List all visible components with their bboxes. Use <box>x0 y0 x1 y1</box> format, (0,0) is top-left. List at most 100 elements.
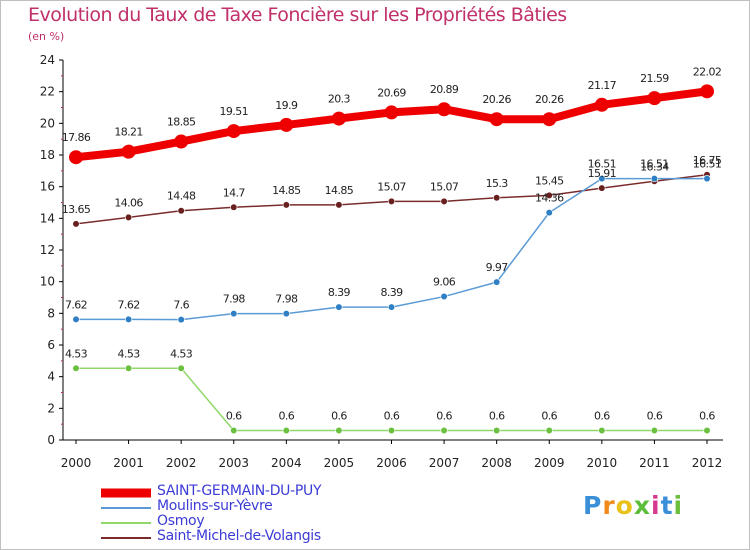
data-point <box>335 426 343 435</box>
data-point <box>230 203 238 211</box>
data-label: 0.6 <box>699 410 715 423</box>
data-point <box>121 144 136 159</box>
legend-swatch <box>101 521 151 524</box>
x-tick-label: 2002 <box>166 456 197 470</box>
data-point <box>493 278 501 286</box>
logo-letter: i <box>673 491 684 520</box>
x-tick-label: 2011 <box>639 456 670 470</box>
y-tick-label: 14 <box>40 211 55 225</box>
data-point <box>703 426 711 435</box>
data-point <box>226 124 241 139</box>
data-point <box>545 191 553 199</box>
data-label: 15.91 <box>588 167 617 180</box>
data-label: 18.85 <box>167 116 196 129</box>
y-tick-label: 0 <box>47 433 55 447</box>
data-point <box>331 111 346 126</box>
data-point <box>594 97 609 112</box>
data-point <box>72 364 80 372</box>
x-tick-label: 2010 <box>587 456 618 470</box>
data-label: 4.53 <box>170 347 193 360</box>
data-point <box>598 184 606 192</box>
legend-swatch <box>101 506 151 509</box>
legend-label: Saint-Michel-de-Volangis <box>157 528 321 544</box>
data-point <box>282 201 290 209</box>
legend-item: Osmoy <box>101 513 461 530</box>
x-tick-label: 2009 <box>534 456 565 470</box>
data-point <box>72 220 80 228</box>
data-label: 4.53 <box>118 347 141 360</box>
data-point <box>650 174 659 183</box>
data-point <box>437 102 452 117</box>
data-point <box>440 292 448 301</box>
y-tick-label: 24 <box>40 53 55 67</box>
data-label: 7.62 <box>65 298 87 311</box>
data-label: 20.26 <box>482 93 511 106</box>
data-label: 8.39 <box>380 286 403 299</box>
data-label: 7.62 <box>118 298 140 311</box>
logo-letter: r <box>602 491 616 520</box>
data-label: 14.36 <box>535 192 564 205</box>
x-tick-label: 2003 <box>218 456 249 470</box>
data-point <box>230 310 238 318</box>
data-point <box>440 197 448 205</box>
data-point <box>387 197 396 205</box>
data-label: 15.45 <box>535 174 564 187</box>
x-tick-label: 2007 <box>429 456 460 470</box>
data-label: 8.39 <box>328 286 351 299</box>
data-label: 21.59 <box>640 72 669 85</box>
data-label: 14.85 <box>325 184 354 197</box>
y-tick-label: 16 <box>40 180 55 194</box>
data-label: 0.6 <box>384 410 400 423</box>
y-tick-label: 4 <box>47 370 55 384</box>
logo-letter: x <box>633 491 651 520</box>
data-point <box>493 426 501 435</box>
y-tick-label: 8 <box>47 306 55 320</box>
data-point <box>72 315 80 323</box>
y-tick-label: 20 <box>40 116 55 130</box>
data-label: 15.07 <box>377 180 406 193</box>
data-point <box>177 207 185 215</box>
legend-item: Moulins-sur-Yèvre <box>101 498 461 515</box>
data-point <box>598 174 606 183</box>
data-label: 13.65 <box>62 203 91 216</box>
proxiti-logo: Proxiti <box>583 491 683 520</box>
y-tick-label: 22 <box>40 85 55 99</box>
data-point <box>440 426 448 435</box>
data-point <box>177 316 185 324</box>
data-point <box>545 426 553 435</box>
data-point <box>542 112 557 127</box>
data-label: 14.48 <box>167 190 196 203</box>
data-label: 16.34 <box>640 160 669 173</box>
data-point <box>279 117 294 132</box>
data-label: 20.3 <box>328 93 351 106</box>
data-label: 4.53 <box>65 347 88 360</box>
data-label: 7.98 <box>275 293 298 306</box>
x-tick-label: 2000 <box>61 456 92 470</box>
unit-label: (en %) <box>28 30 65 43</box>
y-tick-label: 18 <box>40 148 55 162</box>
data-point <box>545 209 553 217</box>
data-point <box>335 201 343 209</box>
data-label: 0.6 <box>278 410 294 423</box>
data-point <box>124 364 133 372</box>
data-point <box>335 303 343 311</box>
data-label: 0.6 <box>541 410 557 423</box>
legend-label: Osmoy <box>157 513 205 529</box>
y-tick-label: 10 <box>40 275 55 289</box>
legend-swatch <box>101 488 151 497</box>
data-label: 7.6 <box>173 299 189 312</box>
y-tick-label: 12 <box>40 243 55 257</box>
data-label: 14.06 <box>114 196 143 209</box>
data-point <box>282 310 290 318</box>
legend-swatch <box>101 536 151 539</box>
data-point <box>282 426 290 435</box>
y-tick-label: 6 <box>47 338 55 352</box>
data-label: 15.07 <box>430 180 459 193</box>
data-point <box>230 426 238 435</box>
data-point <box>124 213 133 221</box>
data-point <box>493 194 501 202</box>
data-point <box>647 91 662 106</box>
data-label: 0.6 <box>489 410 505 423</box>
